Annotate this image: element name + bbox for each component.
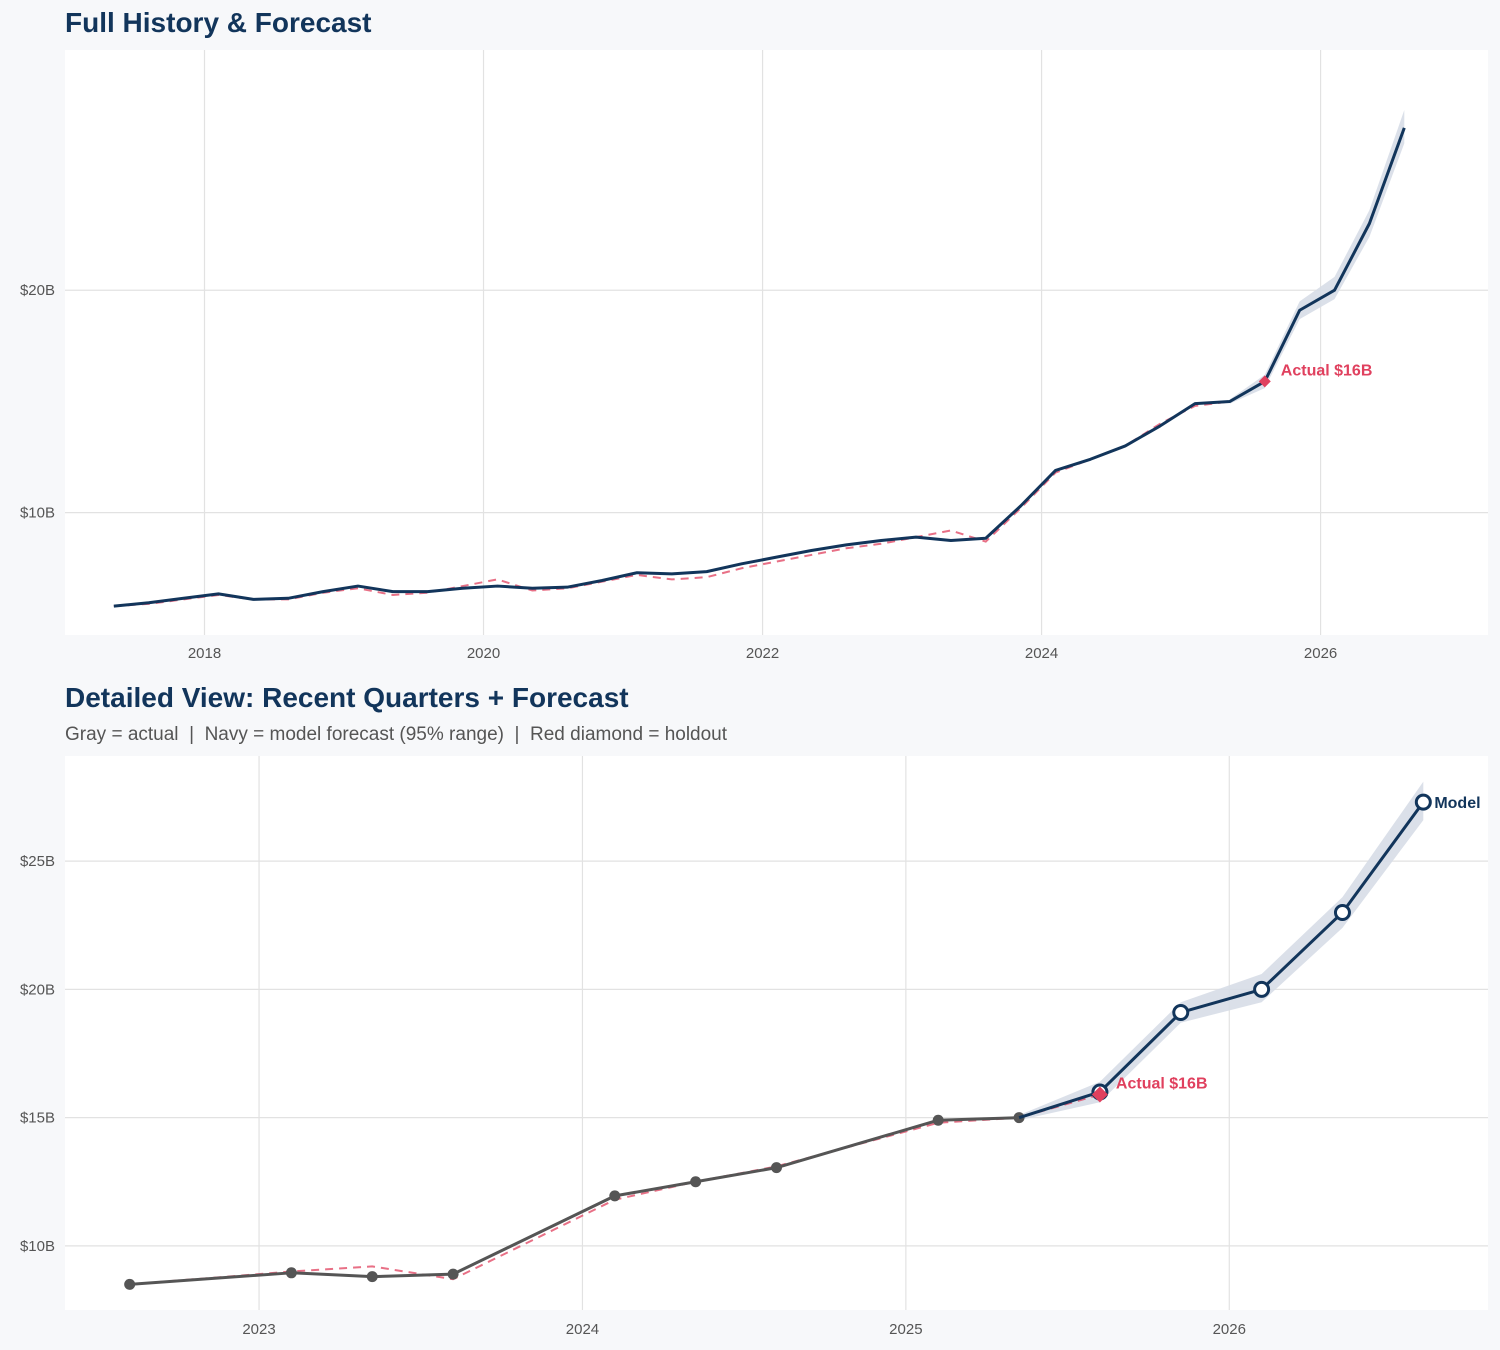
panel-2-title: Detailed View: Recent Quarters + Forecas… (65, 682, 629, 713)
actual-point (690, 1176, 702, 1188)
holdout-diamond (1091, 1086, 1108, 1103)
panel-1-tick-labels: 2018 2020 2022 2024 2026 $10B $20B (20, 282, 1337, 662)
actual-point (124, 1278, 136, 1290)
forecast-point (1333, 903, 1351, 921)
x-tick-label: 2023 (242, 1321, 275, 1338)
forecast-point (1172, 1003, 1190, 1021)
actual-point (447, 1268, 459, 1280)
y-tick-label: $20B (20, 282, 55, 299)
panel-2-annotations: Actual $16B Model (1091, 795, 1481, 1103)
x-tick-label: 2022 (746, 645, 779, 662)
holdout-diamond (1258, 375, 1271, 388)
actual-dashed-line (129, 1093, 1101, 1286)
y-tick-label: $10B (20, 1238, 55, 1255)
panel-2-tick-labels: 2023 2024 2025 2026 $10B $15B $20B $25B (20, 853, 1246, 1338)
x-tick-label: 2018 (188, 645, 221, 662)
model-forecast-line (1018, 801, 1425, 1120)
x-tick-label: 2020 (467, 645, 500, 662)
panel-2-series (124, 793, 1432, 1290)
panel-2-grid (65, 756, 1488, 1310)
actual-point (771, 1162, 782, 1174)
y-tick-label: $25B (20, 853, 55, 870)
panel-1-annotations: Actual $16B (1258, 362, 1373, 388)
y-tick-label: $10B (20, 505, 55, 522)
actual-point (932, 1114, 944, 1126)
actual-point (366, 1271, 378, 1283)
panel-2-plot-area (65, 756, 1488, 1310)
panel-1-series (113, 127, 1406, 608)
panel-1-plot-area (65, 50, 1488, 635)
x-tick-label: 2026 (1213, 1321, 1246, 1338)
x-tick-label: 2025 (889, 1321, 922, 1338)
forecast-point (1414, 793, 1432, 811)
panel-2-subtitle: Gray = actual | Navy = model forecast (9… (65, 724, 728, 745)
holdout-label: Actual $16B (1116, 1076, 1208, 1093)
panel-1-grid (65, 50, 1488, 635)
model-end-label: Model (1434, 795, 1480, 812)
model-forecast-line (113, 127, 1406, 608)
x-tick-label: 2024 (566, 1321, 599, 1338)
actual-point (285, 1267, 297, 1279)
y-tick-label: $20B (20, 981, 55, 998)
panel-1-title: Full History & Forecast (65, 7, 372, 38)
x-tick-label: 2024 (1025, 645, 1058, 662)
forecast-point (1253, 980, 1271, 998)
y-tick-label: $15B (20, 1110, 55, 1127)
x-tick-label: 2026 (1304, 645, 1337, 662)
actual-point (609, 1190, 621, 1202)
holdout-label: Actual $16B (1281, 362, 1373, 379)
